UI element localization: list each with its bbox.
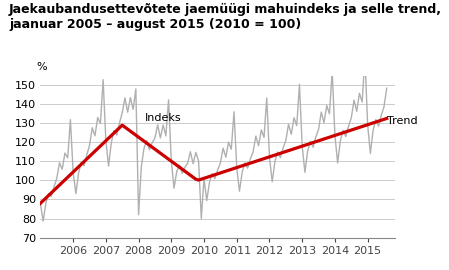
Text: Jaekaubandusettevõtete jaemüügi mahuindeks ja selle trend,
jaanuar 2005 – august: Jaekaubandusettevõtete jaemüügi mahuinde… [9,3,442,31]
Text: %: % [37,62,48,72]
Text: Trend: Trend [387,116,417,126]
Text: Indeks: Indeks [145,113,182,123]
